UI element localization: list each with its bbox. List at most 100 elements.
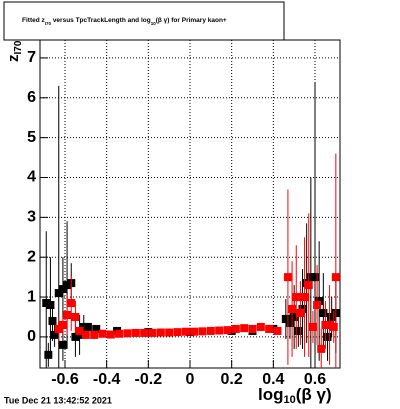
marker: [63, 281, 72, 290]
marker: [265, 324, 274, 333]
marker: [248, 324, 257, 333]
subscript: 10: [284, 394, 296, 406]
marker: [92, 324, 101, 333]
marker: [311, 273, 319, 282]
y-tick-label: 2: [27, 248, 36, 265]
marker: [173, 328, 182, 337]
marker: [329, 322, 338, 331]
y-tick-label: 6: [27, 89, 36, 106]
marker: [308, 322, 317, 331]
chart-title: Fitted zI70 versus TpcTrackLength and lo…: [22, 17, 227, 26]
marker: [54, 324, 63, 333]
x-axis-label: log10(β γ): [258, 385, 332, 405]
marker: [327, 312, 336, 321]
marker: [283, 273, 292, 282]
marker: [48, 316, 57, 325]
subscript: I70: [13, 40, 24, 54]
marker: [296, 309, 305, 318]
marker: [81, 330, 90, 339]
marker: [319, 309, 328, 318]
marker: [269, 324, 278, 333]
marker: [323, 332, 332, 341]
marker: [190, 327, 199, 336]
marker: [290, 312, 299, 321]
marker: [90, 330, 99, 339]
marker: [292, 293, 301, 302]
x-tick-label: 0: [186, 371, 195, 388]
y-tick-label: 7: [27, 49, 36, 66]
marker: [123, 329, 132, 338]
marker: [215, 326, 224, 335]
marker: [325, 320, 334, 329]
marker: [115, 329, 124, 338]
x-tick-label: -0.4: [93, 371, 121, 388]
marker: [79, 322, 88, 331]
y-tick-label: 0: [27, 328, 36, 345]
marker: [42, 299, 51, 308]
text-part: (β γ) for Primary kaon+: [156, 17, 227, 24]
y-tick-label: 1: [27, 288, 36, 305]
x-tick-label: 0.2: [221, 371, 243, 388]
marker: [140, 328, 149, 337]
marker: [181, 327, 190, 336]
marker: [98, 329, 107, 338]
marker: [83, 322, 92, 331]
marker: [71, 332, 80, 341]
marker: [321, 320, 330, 329]
title-box: [3, 1, 285, 41]
marker: [50, 330, 59, 339]
marker: [227, 326, 236, 335]
marker: [54, 289, 63, 298]
subscript: 10: [151, 21, 157, 26]
text-part: z: [5, 55, 22, 63]
marker: [148, 328, 157, 337]
y-axis-label: zI70: [5, 40, 24, 62]
marker: [58, 340, 67, 349]
marker: [256, 322, 265, 331]
marker: [317, 344, 326, 353]
x-tick-label: -0.2: [135, 371, 163, 388]
marker: [231, 324, 240, 333]
x-tick-label: -0.6: [51, 371, 79, 388]
marker: [304, 281, 313, 290]
marker: [75, 326, 84, 335]
y-tick-label: 5: [27, 129, 36, 146]
x-tick-label: 0.4: [262, 371, 284, 388]
marker: [144, 328, 153, 337]
text-part: versus TpcTrackLength and log: [51, 17, 151, 24]
marker: [294, 326, 303, 335]
marker: [331, 273, 340, 282]
text-part: (β γ): [296, 385, 332, 404]
marker: [240, 324, 249, 333]
y-tick-label: 3: [27, 209, 36, 226]
text-part: Fitted z: [22, 17, 45, 24]
marker: [286, 318, 294, 327]
marker: [223, 326, 232, 335]
marker: [206, 326, 215, 335]
marker: [44, 350, 53, 359]
y-tick-label: 4: [27, 169, 36, 186]
marker: [281, 314, 290, 323]
marker: [46, 301, 55, 310]
marker: [131, 328, 140, 337]
marker: [67, 299, 76, 308]
marker: [186, 328, 194, 337]
subscript: I70: [45, 21, 52, 26]
marker: [288, 305, 297, 314]
marker: [300, 293, 309, 302]
marker: [198, 327, 207, 336]
marker: [58, 285, 67, 294]
marker: [58, 320, 67, 329]
marker: [165, 328, 174, 337]
marker: [306, 273, 315, 282]
marker: [156, 328, 165, 337]
marker: [106, 330, 115, 339]
marker: [63, 310, 72, 319]
marker: [313, 301, 322, 310]
marker: [71, 312, 80, 321]
marker: [273, 326, 282, 335]
timestamp: Tue Dec 21 13:42:52 2021: [4, 395, 112, 405]
x-tick-label: 0.6: [304, 371, 326, 388]
